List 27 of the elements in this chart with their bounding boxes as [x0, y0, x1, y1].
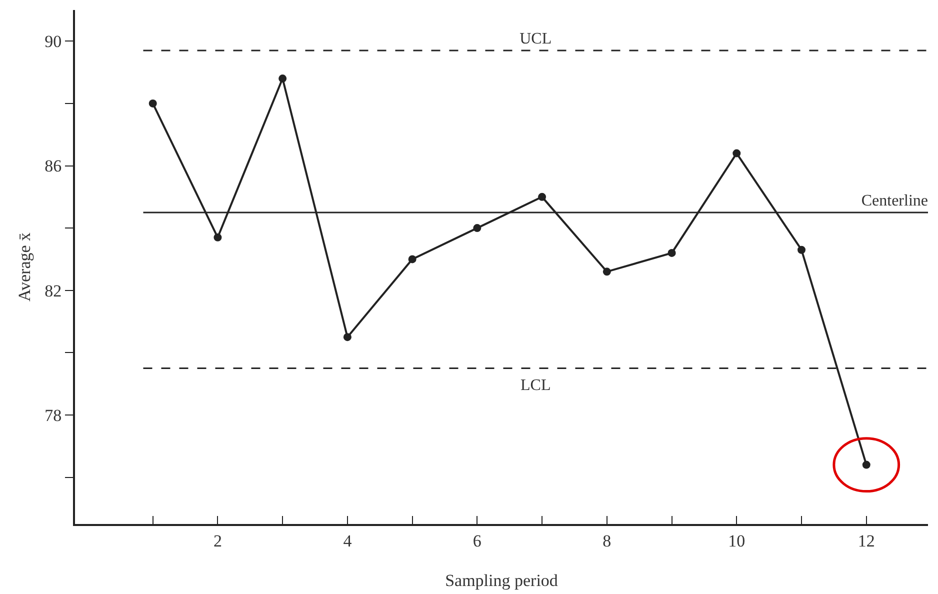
x-tick-label: 10 [728, 531, 746, 550]
y-tick-label: 86 [44, 156, 62, 176]
point [408, 255, 416, 264]
y-axis-title: Average x̄ [15, 232, 34, 302]
ref-line-label: Centerline [861, 192, 928, 210]
point [538, 192, 546, 201]
point [602, 268, 611, 276]
x-tick-label: 2 [213, 531, 222, 550]
point [732, 149, 741, 158]
y-tick-label: 90 [44, 32, 62, 52]
y-tick-label: 82 [44, 281, 62, 300]
point [278, 74, 287, 83]
x-tick-label: 4 [343, 531, 352, 550]
x-tick-label: 6 [472, 531, 482, 550]
x-tick-label: 8 [602, 531, 612, 550]
point [343, 333, 352, 342]
point [473, 224, 482, 232]
point [798, 246, 806, 254]
point [148, 99, 157, 108]
point [862, 460, 870, 469]
x-tick-label: 12 [858, 531, 875, 550]
x-axis-title: Sampling period [445, 571, 558, 590]
point [214, 233, 222, 242]
point [668, 248, 676, 257]
ref-line-label: UCL [520, 30, 552, 48]
y-tick-label: 78 [44, 406, 62, 425]
ref-line-label: LCL [520, 377, 551, 394]
